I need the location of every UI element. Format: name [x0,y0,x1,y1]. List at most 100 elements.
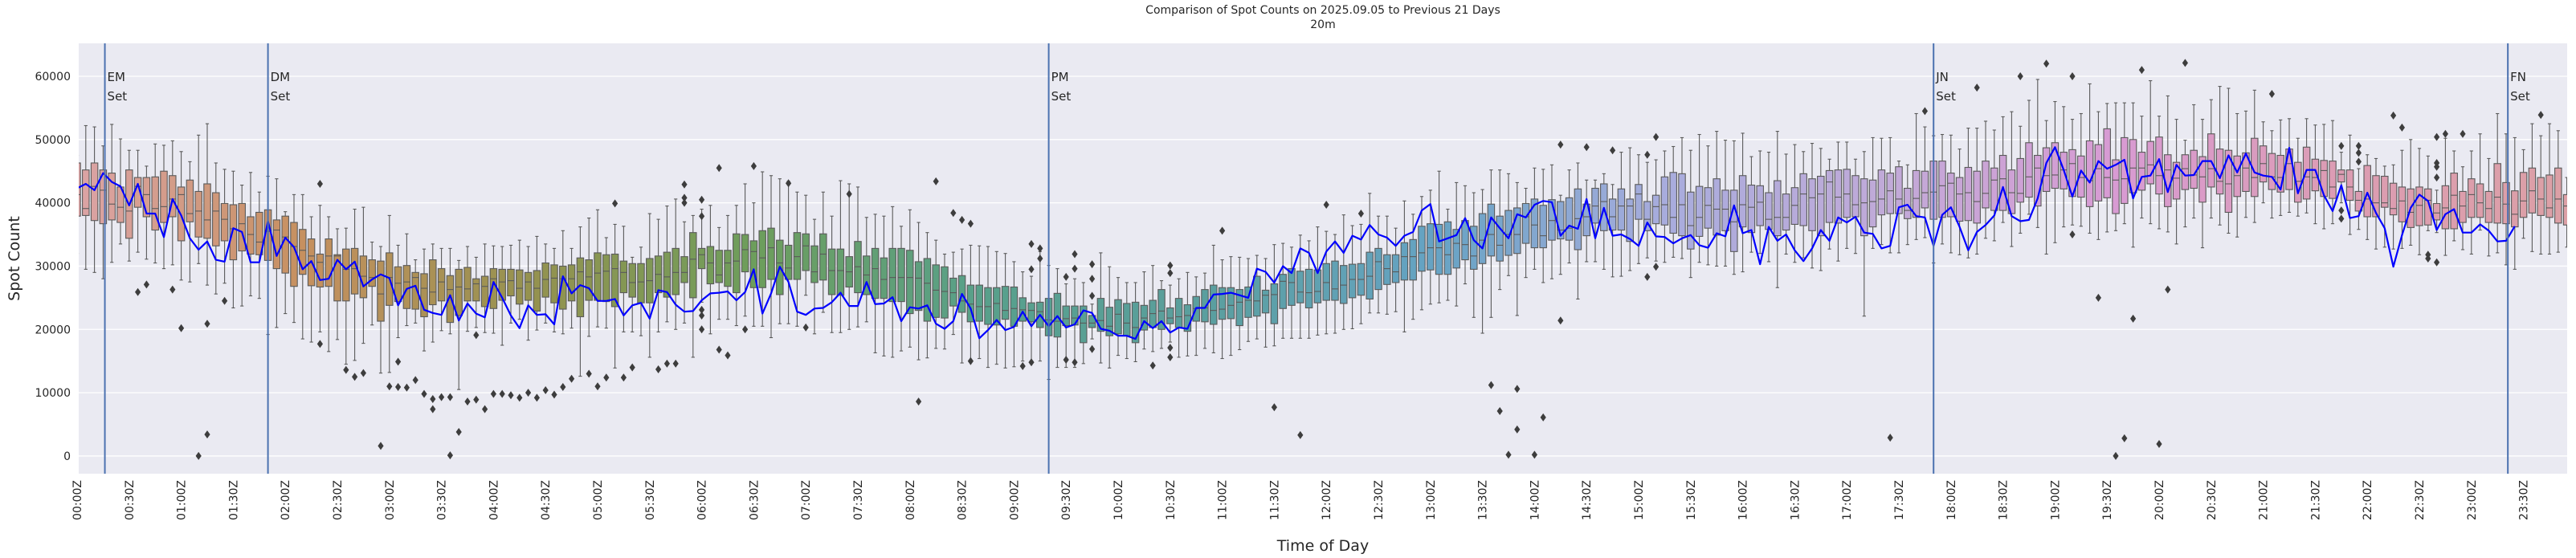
box-iqr [1990,167,1998,211]
outlier-point [846,189,852,198]
box-iqr [1331,260,1339,301]
box-iqr [359,255,368,299]
outlier-point [1540,413,1546,422]
box-91 [863,217,871,323]
box-iqr [524,271,533,301]
box-iqr [2459,190,2467,223]
box-iqr [1877,169,1886,216]
outlier-point [1557,316,1564,325]
box-150 [1374,215,1382,314]
outlier-point [1531,450,1537,459]
box-287 [2562,177,2567,248]
x-tick-label: 14:00Z [1529,480,1541,520]
box-iqr [1868,179,1877,228]
box-iqr [1704,187,1713,229]
outlier-point [1167,261,1174,270]
box-iqr [2562,193,2567,226]
box-iqr [2545,174,2554,218]
annotation-fn-set: FN Set [2507,43,2530,474]
box-43 [446,247,455,335]
box-iqr [2016,157,2024,203]
box-207 [1868,136,1877,249]
box-iqr [1964,166,1973,222]
outlier-point [1219,226,1226,235]
box-iqr [724,250,732,287]
x-tick-label: 13:00Z [1425,480,1438,520]
box-iqr [594,252,602,301]
box-147 [1348,225,1357,330]
box-202 [1825,158,1834,250]
box-184 [1669,145,1677,258]
box-258 [2311,124,2320,225]
outlier-point [395,357,402,366]
annotation-jn-set: JN Set [1933,43,1956,474]
box-iqr [1843,169,1851,218]
outlier-point [699,305,705,314]
box-154 [1409,214,1417,320]
outlier-point [447,393,453,401]
box-iqr [672,247,680,295]
box-209 [1886,136,1894,254]
outlier-point [967,356,974,365]
outlier-point [1610,146,1616,155]
box-122 [1131,282,1140,363]
x-tick-label: 14:30Z [1581,480,1594,520]
outlier-point [699,311,705,320]
outlier-point [2095,293,2101,302]
box-iqr [2329,161,2337,199]
outlier-point [1028,265,1035,274]
box-80 [767,175,775,339]
outlier-point [360,369,366,377]
box-283 [2528,123,2537,252]
x-tick-label: 09:30Z [1060,480,1073,520]
outlier-point [533,393,540,402]
outlier-point [447,451,453,460]
box-iqr [79,162,81,217]
x-tick-label: 03:00Z [384,480,397,520]
box-253 [2268,130,2276,219]
box-iqr [2034,154,2042,207]
outlier-point [716,345,722,354]
box-iqr [619,260,628,294]
box-67 [654,218,663,332]
box-iqr [1938,161,1946,218]
box-iqr [455,268,463,316]
today-line [79,146,2516,340]
box-76 [733,205,741,327]
box-iqr [2198,156,2207,203]
box-145 [1331,234,1339,334]
box-159 [1452,181,1460,307]
outlier-point [551,390,557,399]
outlier-point [2398,123,2405,132]
outlier-point [2130,314,2137,323]
box-241 [2164,95,2172,233]
outlier-point [603,373,610,382]
box-233 [2094,111,2103,240]
box-iqr [923,258,932,322]
annotation-label: DM [271,70,291,84]
box-iqr [1088,315,1096,328]
x-tick-label: 08:00Z [904,480,917,520]
outlier-point [1072,250,1078,259]
box-iqr [2112,159,2120,214]
outlier-point [1072,264,1078,273]
outlier-point [1028,358,1035,367]
x-tick-label: 07:30Z [852,480,865,520]
box-182 [1651,159,1660,262]
outlier-point [655,365,662,373]
outlier-point [2338,214,2345,223]
box-iqr [2398,186,2407,222]
outlier-point [1167,344,1174,352]
x-tick-label: 17:00Z [1841,480,1854,520]
annotation-label: Set [1051,89,1072,104]
box-iqr [1651,194,1660,225]
box-79 [758,171,766,327]
outlier-point [1149,361,1156,370]
box-136 [1253,255,1261,340]
box-49 [498,246,506,346]
box-iqr [1157,289,1166,330]
outlier-point [1089,260,1096,269]
box-131 [1210,244,1218,353]
box-iqr [229,204,238,261]
outlier-point [2390,111,2397,120]
